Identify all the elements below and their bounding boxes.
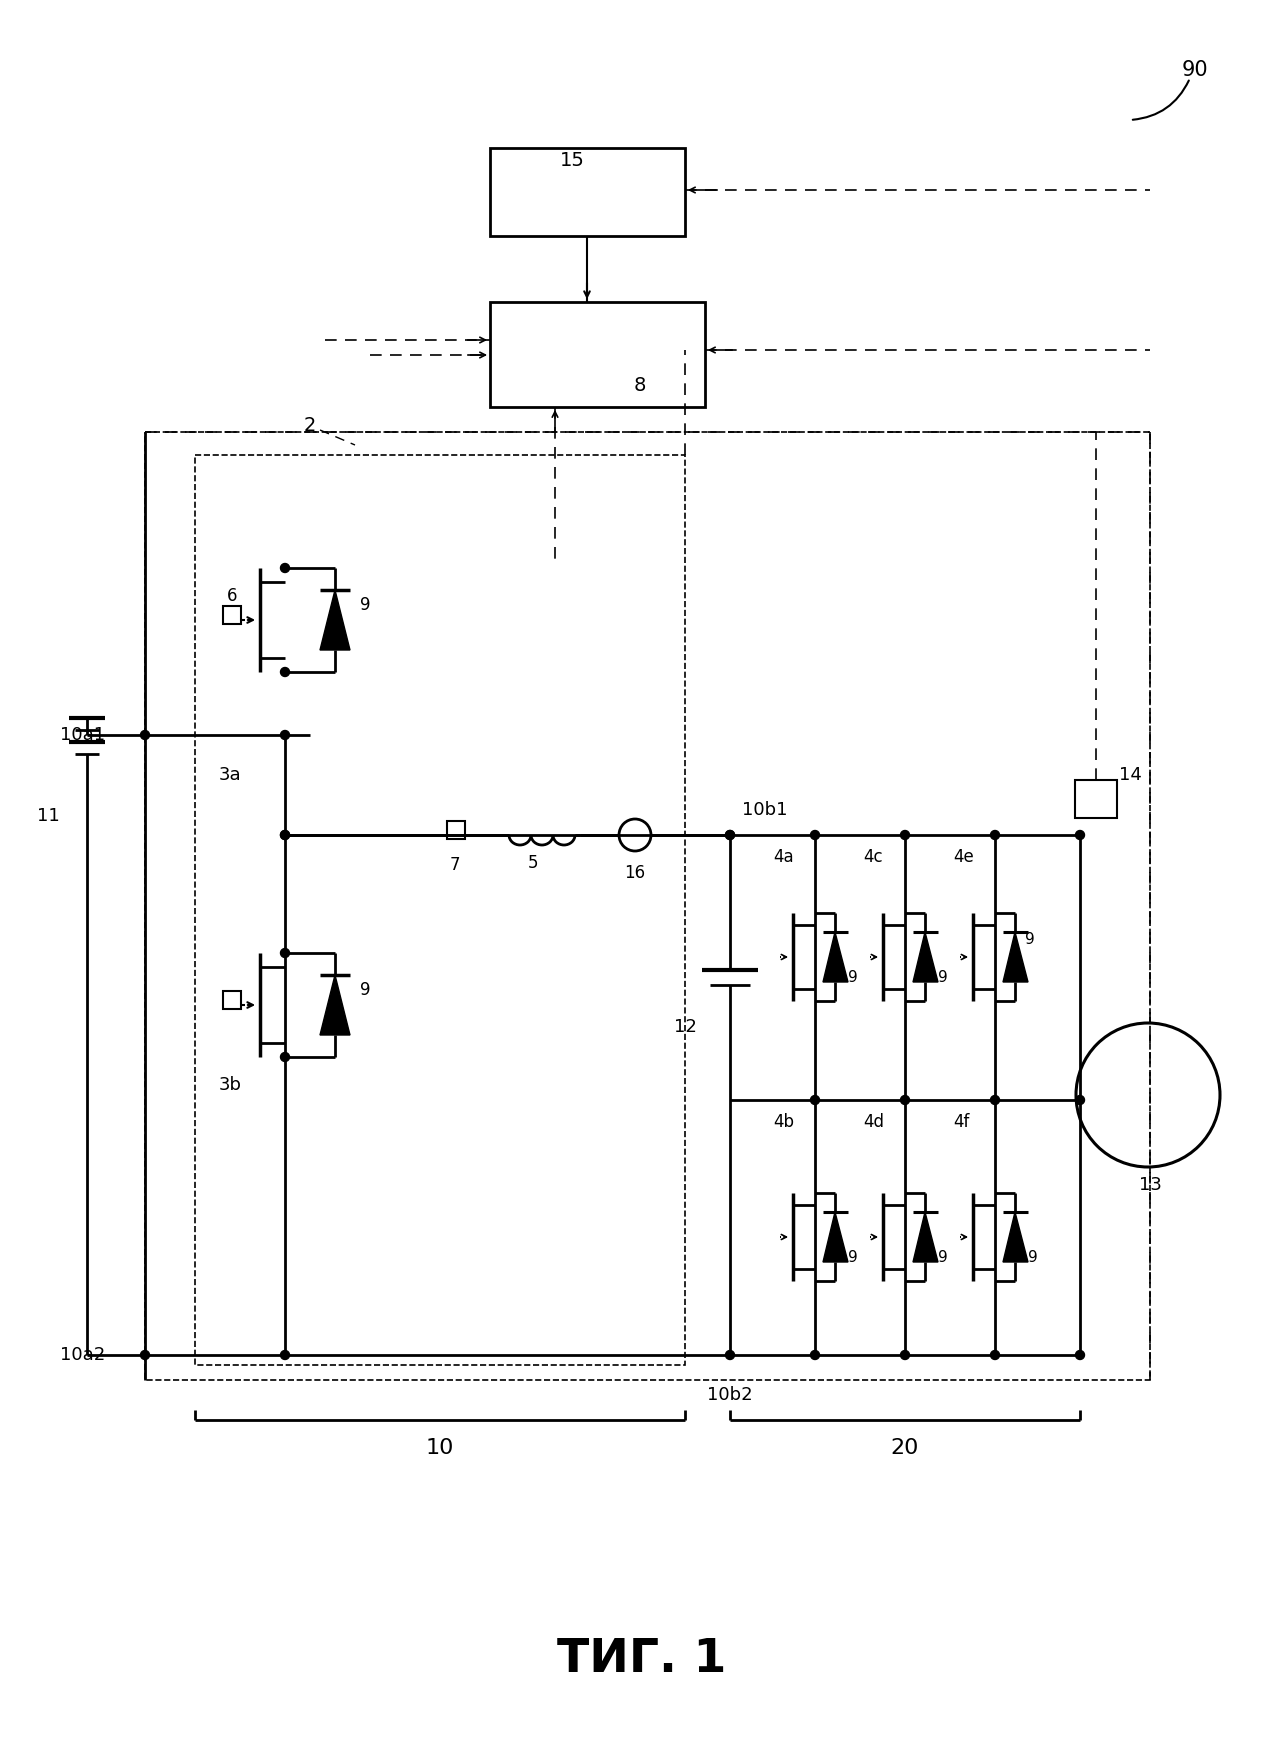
Text: 2: 2 (304, 416, 316, 435)
Text: 7: 7 (449, 856, 460, 874)
Polygon shape (913, 931, 939, 982)
Text: 9: 9 (847, 970, 858, 985)
Circle shape (1076, 830, 1085, 840)
Circle shape (900, 1350, 909, 1359)
Circle shape (725, 1350, 734, 1359)
Text: 10: 10 (426, 1438, 455, 1459)
Circle shape (280, 830, 289, 840)
Text: 16: 16 (624, 865, 646, 882)
Text: 9: 9 (360, 596, 371, 613)
Text: 4e: 4e (953, 847, 973, 867)
Polygon shape (1003, 1212, 1028, 1261)
Text: 90: 90 (1181, 59, 1208, 80)
Bar (490, 302, 705, 407)
Text: 10b1: 10b1 (742, 802, 788, 819)
Text: 10a1: 10a1 (60, 727, 105, 744)
Text: 3a: 3a (218, 765, 241, 784)
Circle shape (900, 830, 909, 840)
Text: 8: 8 (634, 376, 646, 395)
Polygon shape (320, 975, 351, 1034)
Text: 14: 14 (1118, 765, 1141, 784)
Circle shape (990, 830, 999, 840)
Text: 4d: 4d (863, 1113, 883, 1130)
Circle shape (140, 730, 149, 739)
Text: 4c: 4c (863, 847, 882, 867)
Circle shape (810, 830, 819, 840)
Text: 10a2: 10a2 (60, 1345, 105, 1364)
Bar (490, 148, 684, 236)
Circle shape (1076, 1350, 1085, 1359)
Text: 9: 9 (1028, 1249, 1037, 1265)
Circle shape (280, 1052, 289, 1062)
Polygon shape (823, 931, 847, 982)
Text: 4a: 4a (773, 847, 794, 867)
Bar (1075, 779, 1117, 818)
Text: 15: 15 (560, 150, 586, 169)
Text: 4b: 4b (773, 1113, 794, 1130)
Bar (145, 432, 1150, 1380)
Text: 4f: 4f (953, 1113, 969, 1130)
Text: 20: 20 (891, 1438, 919, 1459)
Text: 10b2: 10b2 (707, 1385, 752, 1405)
Circle shape (280, 830, 289, 840)
Bar (447, 821, 465, 839)
Circle shape (725, 830, 734, 840)
Circle shape (810, 1095, 819, 1104)
Text: 3b: 3b (218, 1076, 241, 1094)
Circle shape (900, 1095, 909, 1104)
Text: 13: 13 (1139, 1176, 1162, 1193)
Circle shape (280, 949, 289, 957)
Circle shape (725, 830, 734, 840)
Text: ΤИГ. 1: ΤИГ. 1 (557, 1637, 727, 1682)
Bar (223, 991, 241, 1010)
Text: 9: 9 (939, 970, 948, 985)
Text: 5: 5 (528, 854, 538, 872)
Polygon shape (913, 1212, 939, 1261)
Circle shape (990, 1350, 999, 1359)
Bar (223, 606, 241, 624)
Circle shape (990, 1095, 999, 1104)
Polygon shape (1003, 931, 1028, 982)
Text: 12: 12 (674, 1019, 696, 1036)
Text: 11: 11 (37, 807, 60, 825)
Text: 9: 9 (939, 1249, 948, 1265)
Text: 9: 9 (847, 1249, 858, 1265)
Circle shape (280, 1350, 289, 1359)
Text: 6: 6 (227, 587, 238, 604)
Circle shape (280, 564, 289, 573)
Text: 9: 9 (1025, 931, 1035, 947)
Circle shape (140, 1350, 149, 1359)
Circle shape (1076, 1095, 1085, 1104)
Bar (195, 454, 684, 1364)
Text: 9: 9 (360, 982, 371, 999)
Circle shape (280, 730, 289, 739)
Polygon shape (823, 1212, 847, 1261)
Polygon shape (320, 590, 351, 650)
Circle shape (810, 1350, 819, 1359)
Circle shape (280, 667, 289, 676)
